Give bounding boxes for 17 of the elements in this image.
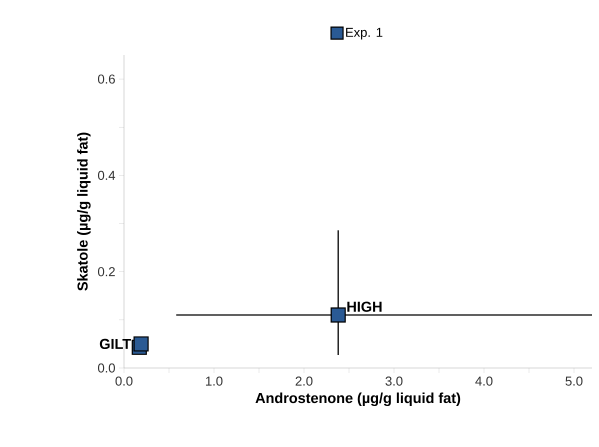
x-tick-label: 2.0 <box>296 376 313 386</box>
y-axis-title: Skatole (µg/g liquid fat) <box>77 132 91 291</box>
x-tick-label: 3.0 <box>386 376 403 386</box>
y-tick-label: 0.2 <box>98 267 115 276</box>
point <box>134 336 149 352</box>
x-tick-label: 0.0 <box>116 376 133 386</box>
legend-label: Exp. 1 <box>346 28 382 40</box>
x-tick-label: 1.0 <box>206 376 223 386</box>
x-tick-label: 4.0 <box>475 376 493 386</box>
point <box>330 307 346 323</box>
x-axis-title: Androstenone (µg/g liquid fat) <box>255 392 460 406</box>
y-tick-label: 0.0 <box>98 363 115 373</box>
x-tick-label: 5.0 <box>566 376 583 386</box>
y-tick-label: 0.6 <box>98 74 115 84</box>
annotation: GILT <box>100 338 131 350</box>
y-tick-label: 0.4 <box>98 170 116 180</box>
annotation: HIGH <box>347 302 382 312</box>
